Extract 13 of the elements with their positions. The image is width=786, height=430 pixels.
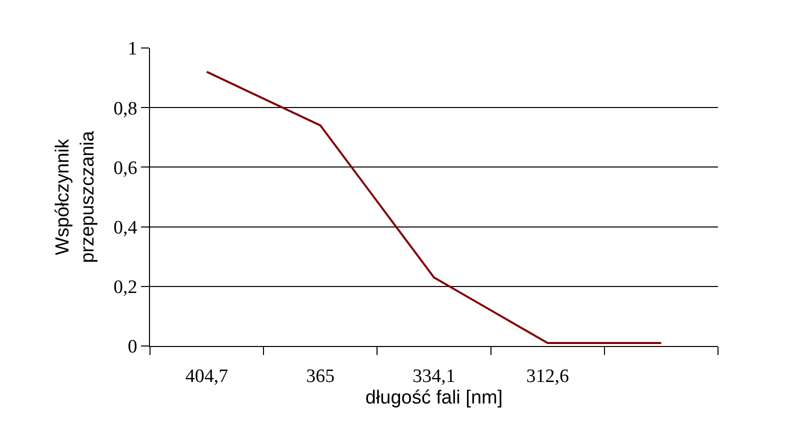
y-tick-label: 1 [128, 38, 138, 60]
y-tick-label: 0,6 [113, 158, 138, 179]
line-series [206, 70, 662, 344]
x-tick-label: 365 [306, 366, 335, 387]
x-tick-label: 312,6 [526, 366, 569, 387]
x-axis-title: długość fali [nm] [365, 388, 503, 409]
y-axis-title: Współczynnik przepuszczania [52, 130, 98, 264]
y-tick-label: 0,8 [113, 98, 138, 120]
y-tick-label: 0,4 [113, 217, 138, 238]
y-tick-label: 0,2 [113, 277, 138, 298]
x-tick-label: 404,7 [185, 366, 228, 387]
x-tick-label: 334,1 [412, 366, 456, 387]
y-tick-label: 0 [128, 336, 138, 358]
